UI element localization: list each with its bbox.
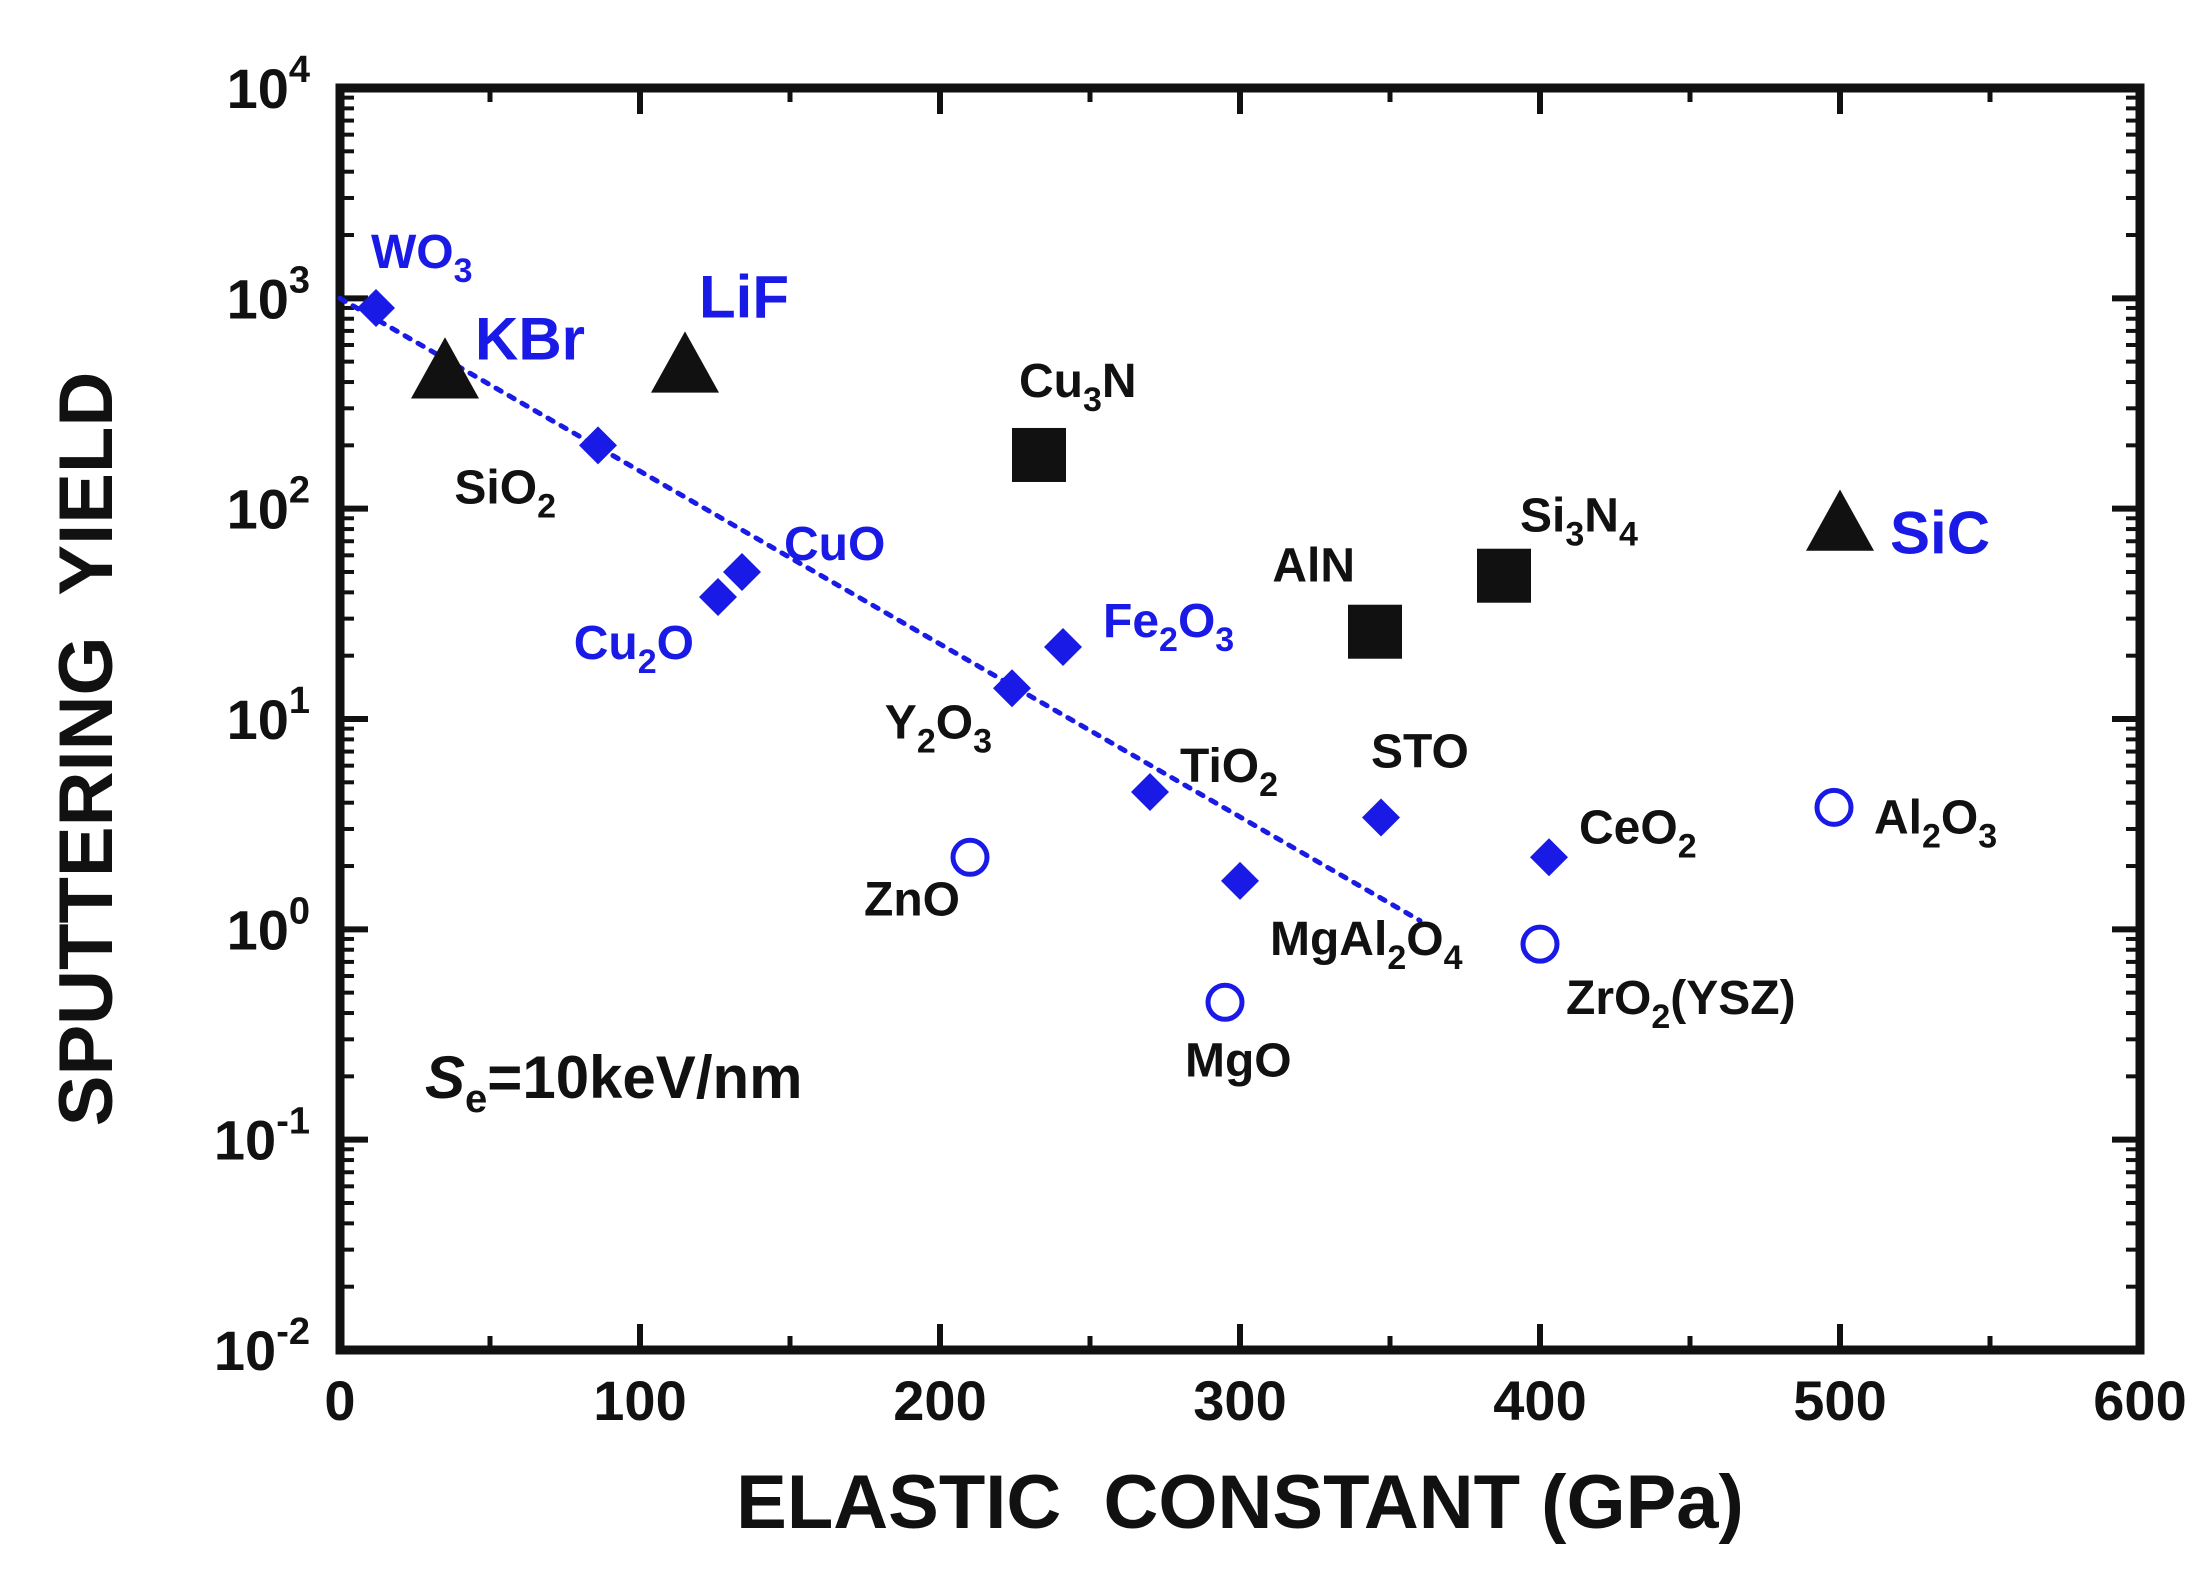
marker-core-y2o3	[999, 675, 1025, 702]
point-label-ceo2: CeO2	[1579, 801, 1697, 865]
fit-line	[337, 295, 1423, 924]
x-axis-title: ELASTIC CONSTANT (GPa)	[736, 1460, 1744, 1545]
marker-zno	[950, 837, 990, 877]
marker-core-cu2o	[705, 584, 731, 611]
point-label-zro2ysz: ZrO2(YSZ)	[1566, 972, 1796, 1036]
y-tick-label: 10-2	[214, 1311, 310, 1382]
marker-lif	[651, 331, 719, 393]
point-label-si3n4: Si3N4	[1520, 490, 1638, 554]
point-label-sio2: SiO2	[454, 461, 556, 525]
point-label-cu3n: Cu3N	[1019, 355, 1137, 419]
marker-mgo	[1205, 982, 1245, 1022]
marker-core-fe2o3	[1050, 633, 1076, 660]
point-label-lif: LiF	[699, 263, 789, 330]
y-axis-title: SPUTTERING YIELD	[44, 372, 129, 1126]
marker-core-sio2	[585, 432, 611, 459]
x-tick-label: 400	[1493, 1369, 1586, 1432]
point-label-mgo: MgO	[1185, 1034, 1292, 1087]
point-label-zno: ZnO	[864, 873, 960, 926]
marker-core-mgal2o4	[1227, 867, 1253, 894]
se-annotation: Se=10keV/nm	[425, 1044, 803, 1121]
y-tick-label: 101	[227, 680, 310, 751]
point-label-fe2o3: Fe2O3	[1103, 595, 1234, 659]
point-label-cuo: CuO	[784, 518, 885, 571]
x-axis-ticks: 0 100 200 300 400 500 600	[324, 88, 2187, 1432]
point-label-mgal2o4: MgAl2O4	[1270, 913, 1463, 977]
marker-core-cuo	[729, 558, 755, 585]
x-tick-label: 500	[1793, 1369, 1886, 1432]
point-label-y2o3: Y2O3	[885, 696, 992, 760]
se-annotation-text: Se=10keV/nm	[425, 1044, 803, 1121]
y-tick-label: 10-1	[214, 1101, 310, 1172]
marker-al2o3	[1814, 787, 1854, 827]
plot-border	[335, 83, 2145, 1355]
x-tick-label: 0	[324, 1369, 355, 1432]
marker-zro2ysz	[1520, 924, 1560, 964]
point-label-sic: SiC	[1890, 500, 1990, 567]
marker-core-ceo2	[1536, 844, 1562, 871]
point-label-al2o3: Al2O3	[1874, 791, 1997, 855]
marker-kbr	[411, 337, 479, 399]
data-points	[357, 288, 1874, 1022]
y-axis-ticks: 10-2 10-1 100 101 102 103 104	[214, 49, 2140, 1382]
marker-core-sto	[1368, 804, 1394, 831]
marker-core-wo3	[363, 294, 389, 321]
y-tick-label: 104	[227, 49, 310, 120]
y-tick-label: 102	[227, 470, 310, 541]
point-label-tio2: TiO2	[1180, 740, 1278, 804]
plot-frame	[335, 83, 2145, 1355]
point-label-aln: AlN	[1272, 540, 1355, 593]
point-label-sto: STO	[1371, 726, 1469, 779]
point-label-kbr: KBr	[475, 305, 585, 372]
point-label-cu2o: Cu2O	[574, 617, 694, 681]
y-tick-label: 100	[227, 890, 310, 961]
x-tick-label: 200	[893, 1369, 986, 1432]
y-tick-label: 103	[227, 259, 310, 330]
marker-cu3n	[1012, 427, 1066, 482]
marker-si3n4	[1477, 548, 1531, 603]
marker-sic	[1806, 489, 1874, 551]
x-tick-label: 300	[1193, 1369, 1286, 1432]
x-tick-label: 600	[2093, 1369, 2186, 1432]
marker-core-tio2	[1137, 778, 1163, 805]
fit-line-group	[337, 295, 1423, 924]
marker-aln	[1348, 604, 1402, 659]
x-tick-label: 100	[593, 1369, 686, 1432]
point-label-wo3: WO3	[371, 226, 473, 290]
